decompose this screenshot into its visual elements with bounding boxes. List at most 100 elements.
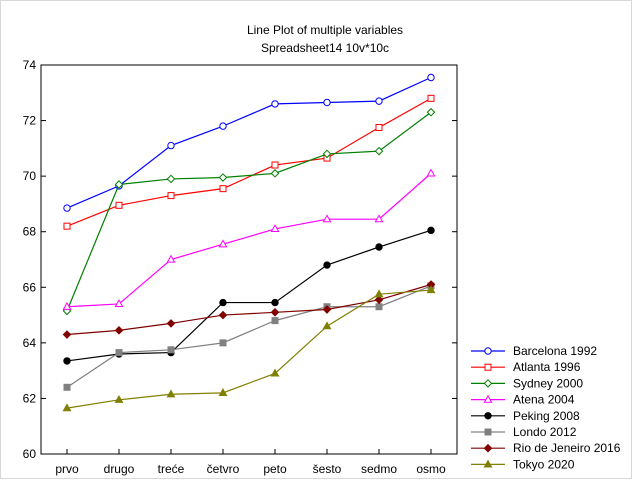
data-point [218,173,228,182]
legend-entry: Peking 2008 [471,409,580,423]
series-atena-2004 [62,168,436,310]
data-point [114,299,124,308]
data-point [63,222,71,230]
chart-subtitle: Spreadsheet14 10v*10c [261,41,389,55]
data-point [323,261,331,269]
data-point [114,326,124,335]
y-tick-label: 64 [23,336,37,350]
legend-marker [484,428,492,436]
legend-entry: Tokyo 2020 [471,457,575,471]
data-point [218,310,228,320]
series-barcelona-1992 [63,73,435,212]
series-line [66,283,432,336]
data-point [219,339,227,347]
data-point [375,124,383,132]
data-point [427,94,435,102]
data-point [114,180,124,189]
data-point [218,239,228,248]
data-point [271,298,279,307]
series-sydney-2000 [62,107,436,316]
series-tokyo-2020 [62,285,436,412]
data-point [322,149,332,159]
data-point [167,346,175,354]
series-line [66,172,432,308]
plot-area-border [40,64,458,455]
data-point [270,169,280,178]
data-point [218,388,228,396]
data-point [63,357,71,365]
y-tick-label: 62 [23,391,37,405]
legend-label: Barcelona 1992 [513,344,597,358]
series-layer [62,73,436,412]
legend-label: Sydney 2000 [513,376,583,390]
data-point [322,321,332,330]
data-point [374,295,384,305]
data-point [322,305,332,314]
data-point [374,289,384,298]
data-point [115,201,123,209]
x-tick-label: treće [158,462,185,476]
x-tick-label: peto [263,462,287,476]
data-point [375,303,383,311]
legend-entry: Londo 2012 [471,425,577,439]
data-point [166,319,176,328]
data-point [271,100,279,108]
data-point [427,226,435,235]
data-point [166,254,176,263]
series-line [66,289,432,409]
series-rio-de-jeneiro-2016 [62,280,436,339]
data-point [374,146,384,156]
legend-entry: Barcelona 1992 [471,344,597,358]
series-line [66,76,432,209]
data-point [167,141,175,150]
y-tick-label: 68 [23,225,37,239]
data-point [426,107,436,117]
data-point [62,330,72,339]
data-point [375,243,383,251]
legend-label: Londo 2012 [513,425,577,439]
legend-marker [483,379,493,388]
legend-label: Atena 2004 [513,393,575,407]
legend-entry: Sydney 2000 [471,376,583,390]
legend-label: Peking 2008 [513,409,580,423]
data-point [375,97,383,105]
data-point [323,98,331,107]
x-tick-label: drugo [104,462,135,476]
series-line [66,285,432,388]
data-point [271,161,279,169]
legend: Barcelona 1992 Atlanta 1996 Sydney 2000 Ate… [471,344,621,471]
y-tick-label: 74 [23,58,37,72]
legend-marker [483,459,493,468]
data-point [63,383,71,391]
data-point [62,301,72,310]
data-point [270,368,280,377]
legend-entry: Atlanta 1996 [471,360,581,374]
legend-marker [484,347,492,355]
data-point [271,317,279,325]
data-point [63,204,71,212]
legend-entry: Atena 2004 [471,393,575,407]
y-tick-label: 70 [23,169,37,183]
y-tick-label: 66 [23,280,37,294]
data-point [426,168,436,177]
y-tick-label: 60 [23,447,37,461]
legend-marker [484,412,492,420]
data-point [426,285,436,294]
legend-label: Rio de Jeneiro 2016 [513,441,621,455]
data-point [374,214,384,223]
data-point [166,174,176,184]
y-tick-label: 72 [23,114,37,128]
series-line [66,97,432,227]
data-point [114,394,124,403]
x-tick-label: četvro [207,462,240,476]
x-tick-label: osmo [416,462,446,476]
x-tick-label: sedmo [361,462,397,476]
legend-marker [483,443,493,453]
data-point [166,389,176,398]
chart-title: Line Plot of multiple variables [247,23,403,37]
series-line [66,111,432,312]
x-tick-label: šesto [313,462,342,476]
legend-entry: Rio de Jeneiro 2016 [471,441,621,455]
